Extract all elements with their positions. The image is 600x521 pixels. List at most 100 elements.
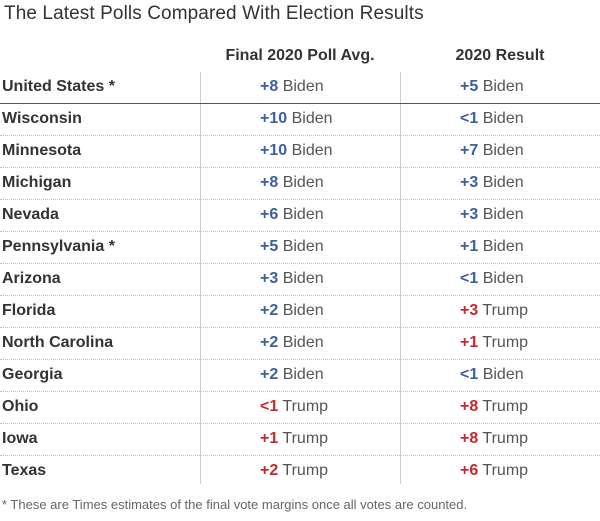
row-divider: [0, 167, 600, 168]
result-winner-name: Biden: [482, 238, 524, 255]
result-margin-cell: +3 Biden: [460, 174, 524, 192]
state-name: Iowa: [2, 430, 38, 447]
poll-margin-value: +2: [260, 334, 279, 351]
row-divider: [0, 455, 600, 456]
result-margin-value: +7: [460, 142, 479, 159]
result-margin-cell: +3 Trump: [460, 302, 528, 320]
table-row: Pennsylvania * +5 Biden +1 Biden: [0, 232, 600, 264]
result-margin-cell: +5 Biden: [460, 78, 524, 96]
result-margin-cell: <1 Biden: [460, 270, 524, 288]
column-header-result: 2020 Result: [455, 47, 545, 64]
result-winner-name: Trump: [482, 430, 529, 447]
table-row: Ohio <1 Trump +8 Trump: [0, 392, 600, 424]
result-winner-name: Trump: [482, 302, 529, 319]
table-row: Florida +2 Biden +3 Trump: [0, 296, 600, 328]
table-row: Nevada +6 Biden +3 Biden: [0, 200, 600, 232]
result-margin-cell: +7 Biden: [460, 142, 524, 160]
table-body: United States * +8 Biden +5 Biden Wisconsin…: [0, 72, 600, 488]
poll-margin-cell: +5 Biden: [260, 238, 324, 256]
result-winner-name: Biden: [482, 206, 524, 223]
state-name: Arizona: [2, 270, 61, 287]
poll-margin-cell: +8 Biden: [260, 78, 324, 96]
column-divider-2: [400, 72, 401, 484]
poll-winner-name: Trump: [282, 462, 329, 479]
poll-winner-name: Biden: [282, 174, 324, 191]
result-winner-name: Trump: [482, 398, 529, 415]
state-name: Michigan: [2, 174, 72, 191]
result-margin-cell: +1 Biden: [460, 238, 524, 256]
poll-margin-cell: +10 Biden: [260, 110, 333, 128]
poll-margin-value: +2: [260, 366, 279, 383]
result-winner-name: Trump: [482, 462, 529, 479]
state-name: United States *: [2, 78, 115, 95]
row-divider: [0, 295, 600, 296]
poll-margin-cell: +8 Biden: [260, 174, 324, 192]
poll-margin-cell: <1 Trump: [260, 398, 328, 416]
footnote: * These are Times estimates of the final…: [2, 497, 468, 512]
poll-winner-name: Biden: [282, 334, 324, 351]
poll-margin-value: +2: [260, 302, 279, 319]
state-name: Ohio: [2, 398, 39, 415]
table-row: Arizona +3 Biden <1 Biden: [0, 264, 600, 296]
row-divider: [0, 327, 600, 328]
row-divider: [0, 359, 600, 360]
result-margin-value: <1: [460, 110, 479, 127]
result-margin-value: +1: [460, 334, 479, 351]
poll-margin-value: +1: [260, 430, 279, 447]
result-margin-cell: <1 Biden: [460, 366, 524, 384]
poll-margin-cell: +3 Biden: [260, 270, 324, 288]
table-row: United States * +8 Biden +5 Biden: [0, 72, 600, 104]
result-margin-value: +6: [460, 462, 479, 479]
result-margin-cell: +8 Trump: [460, 430, 528, 448]
row-divider: [0, 391, 600, 392]
state-name: Minnesota: [2, 142, 82, 159]
poll-margin-cell: +2 Biden: [260, 366, 324, 384]
poll-margin-value: +5: [260, 238, 279, 255]
table-row: Michigan +8 Biden +3 Biden: [0, 168, 600, 200]
poll-margin-value: +8: [260, 174, 279, 191]
poll-margin-value: +3: [260, 270, 279, 287]
national-row-divider: [0, 103, 600, 104]
row-divider: [0, 135, 600, 136]
column-divider-1: [200, 72, 201, 484]
poll-winner-name: Biden: [282, 366, 324, 383]
state-name: North Carolina: [2, 334, 114, 351]
result-winner-name: Biden: [482, 110, 524, 127]
row-divider: [0, 199, 600, 200]
result-margin-value: +8: [460, 398, 479, 415]
poll-margin-cell: +2 Trump: [260, 462, 328, 480]
poll-winner-name: Trump: [282, 398, 329, 415]
poll-margin-value: <1: [260, 398, 279, 415]
table-title: The Latest Polls Compared With Election …: [4, 3, 424, 24]
poll-margin-value: +10: [260, 110, 288, 127]
poll-winner-name: Biden: [282, 270, 324, 287]
result-margin-value: +3: [460, 302, 479, 319]
poll-margin-value: +8: [260, 78, 279, 95]
poll-margin-cell: +10 Biden: [260, 142, 333, 160]
poll-margin-value: +2: [260, 462, 279, 479]
result-margin-value: +5: [460, 78, 479, 95]
poll-winner-name: Trump: [282, 430, 329, 447]
state-name: Texas: [2, 462, 47, 479]
state-name: Wisconsin: [2, 110, 82, 127]
result-winner-name: Biden: [482, 270, 524, 287]
poll-margin-cell: +2 Biden: [260, 302, 324, 320]
result-winner-name: Biden: [482, 142, 524, 159]
table-row: Texas +2 Trump +6 Trump: [0, 456, 600, 488]
result-margin-cell: +8 Trump: [460, 398, 528, 416]
result-margin-cell: +6 Trump: [460, 462, 528, 480]
result-margin-value: +3: [460, 206, 479, 223]
column-header-poll: Final 2020 Poll Avg.: [225, 47, 375, 64]
poll-margin-cell: +1 Trump: [260, 430, 328, 448]
result-winner-name: Trump: [482, 334, 529, 351]
result-margin-value: <1: [460, 270, 479, 287]
row-divider: [0, 263, 600, 264]
poll-margin-cell: +2 Biden: [260, 334, 324, 352]
table-row: Iowa +1 Trump +8 Trump: [0, 424, 600, 456]
result-margin-cell: +3 Biden: [460, 206, 524, 224]
result-margin-value: +3: [460, 174, 479, 191]
table-row: Wisconsin +10 Biden <1 Biden: [0, 104, 600, 136]
state-name: Florida: [2, 302, 56, 319]
result-winner-name: Biden: [482, 366, 524, 383]
